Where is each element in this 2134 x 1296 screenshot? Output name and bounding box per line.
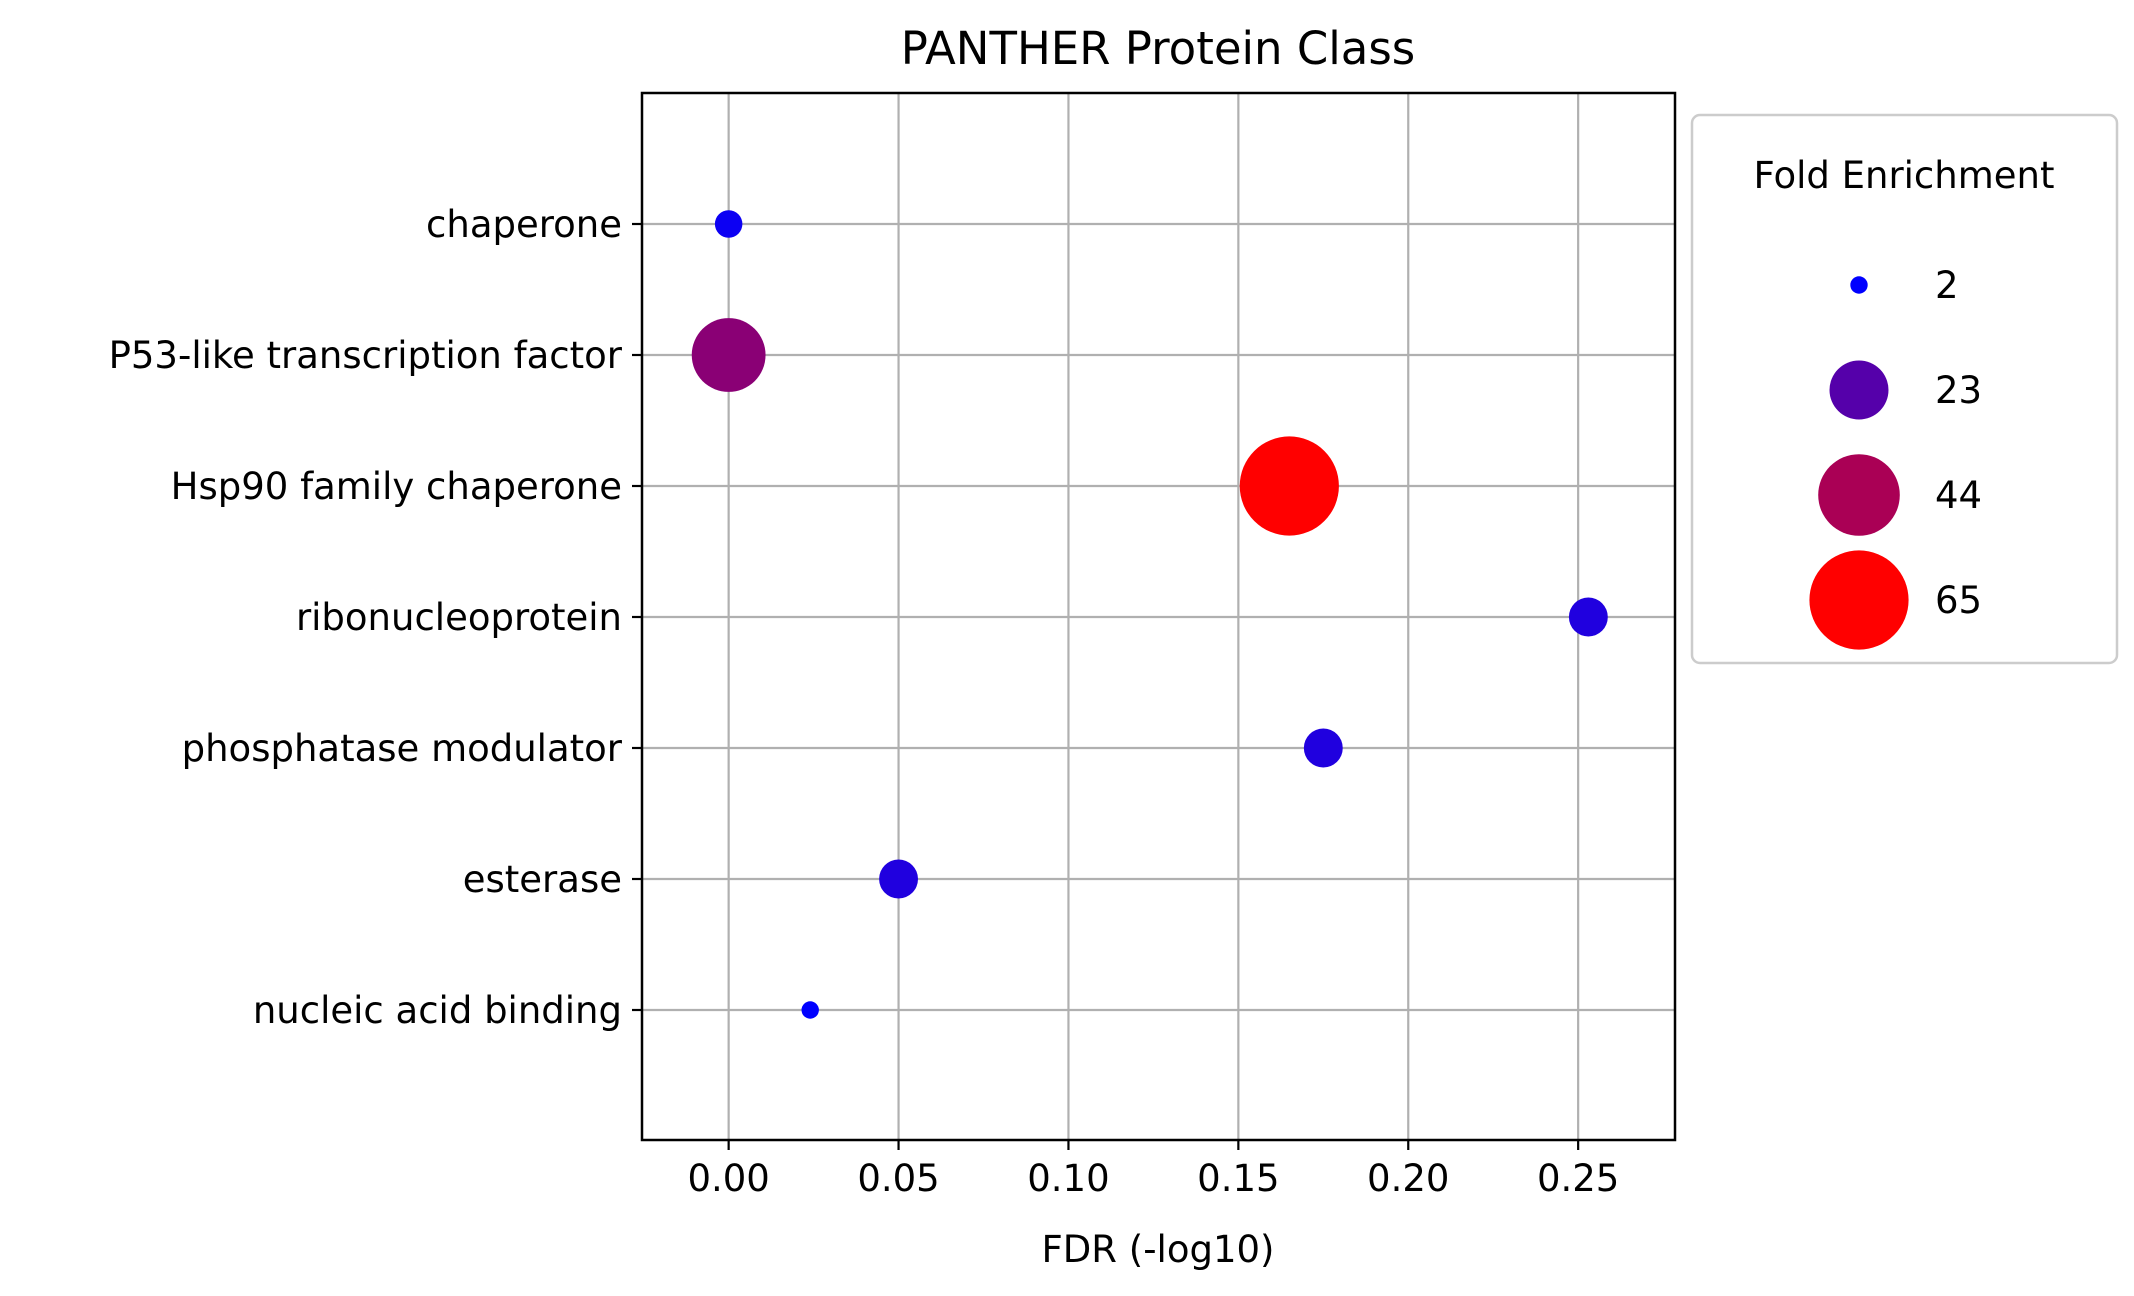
ticks-layer: 0.00 0.05 0.10 0.15 0.20 0.25 chaperone P53-lik… (109, 203, 1620, 1200)
x-tick-label: 0.15 (1197, 1157, 1279, 1200)
data-point (1303, 728, 1343, 768)
x-axis-label: FDR (-log10) (1042, 1228, 1275, 1271)
legend: Fold Enrichment 2 23 44 65 (1690, 113, 2119, 665)
legend-marker (1829, 360, 1889, 420)
legend-marker (1850, 276, 1868, 294)
y-tick-label: nucleic acid binding (253, 989, 622, 1032)
chart-title: PANTHER Protein Class (901, 22, 1415, 75)
legend-label: 44 (1935, 474, 1982, 517)
x-tick-label: 0.05 (857, 1157, 939, 1200)
legend-label: 65 (1935, 579, 1982, 622)
legend-marker (1818, 454, 1900, 536)
y-tick-label: Hsp90 family chaperone (171, 465, 622, 508)
y-tick-label: phosphatase modulator (182, 727, 623, 770)
y-tick-label: esterase (463, 858, 622, 901)
legend-label: 23 (1935, 369, 1982, 412)
x-tick-label: 0.20 (1367, 1157, 1449, 1200)
y-tick-label: chaperone (426, 203, 622, 246)
grid-layer (642, 93, 1675, 1140)
data-point (691, 318, 766, 392)
data-point (1239, 436, 1339, 536)
x-tick-label: 0.10 (1027, 1157, 1109, 1200)
legend-frame (1690, 113, 2119, 665)
data-point (801, 1001, 819, 1019)
legend-title: Fold Enrichment (1753, 154, 2054, 197)
data-point (879, 859, 918, 899)
data-point (1568, 597, 1608, 637)
points-layer (691, 210, 1608, 1019)
legend-items: 2 23 44 65 (1809, 264, 1982, 650)
data-point (714, 210, 743, 238)
y-tick-label: P53-like transcription factor (109, 334, 623, 377)
legend-marker (1809, 550, 1909, 650)
x-tick-label: 0.00 (687, 1157, 769, 1200)
legend-label: 2 (1935, 264, 1959, 307)
x-tick-label: 0.25 (1537, 1157, 1619, 1200)
y-tick-label: ribonucleoprotein (296, 596, 622, 639)
